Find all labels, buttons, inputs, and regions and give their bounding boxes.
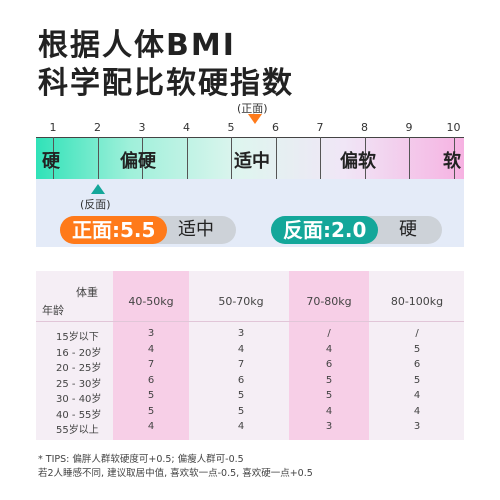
table-cell: 5 [237, 390, 245, 401]
table-cell: 3 [325, 421, 333, 432]
table-corner-age: 年龄 [42, 304, 64, 317]
table-row-age: 55岁以上 [56, 425, 99, 436]
highlight-column-70-80kg [289, 271, 369, 440]
segment-soft: 软 [443, 151, 461, 172]
table-cell: 5 [237, 405, 245, 417]
table-column-header: 70-80kg [306, 295, 352, 308]
scale-number-9: 9 [405, 121, 413, 134]
scale-tick-3 [142, 137, 143, 183]
scale-tick-2 [97, 137, 99, 183]
back-result-value: 硬 [399, 219, 417, 240]
table-cell: 5 [413, 343, 421, 355]
table-cell: 5 [147, 405, 155, 417]
table-corner-weight: 体重 [76, 286, 98, 299]
table-cell: 3 [147, 328, 155, 339]
scale-number-8: 8 [361, 121, 368, 134]
table-row-age: 40 - 55岁 [56, 409, 102, 421]
table-cell: 7 [147, 359, 155, 370]
scale-tick-5 [231, 137, 232, 183]
scale-number-10: 10 [446, 121, 461, 134]
back-marker-label: (反面) [80, 198, 111, 211]
table-row-age: 15岁以下 [56, 332, 99, 343]
scale-tick-6 [275, 137, 277, 183]
table-row-age: 25 - 30岁 [56, 378, 102, 390]
table-cell: 6 [237, 374, 245, 386]
back-result-label: 反面:2.0 [271, 216, 379, 244]
segment-hard: 硬 [42, 151, 60, 172]
table-cell: 6 [413, 359, 421, 370]
segment-semi-hard: 偏硬 [120, 151, 156, 172]
recommendation-table [36, 271, 464, 440]
table-cell: 4 [325, 343, 333, 355]
table-cell: 4 [237, 421, 245, 432]
front-result-value: 适中 [178, 219, 214, 240]
table-column-header: 40-50kg [128, 295, 174, 308]
highlight-column-40-50kg [113, 271, 189, 440]
table-row-age: 16 - 20岁 [56, 347, 102, 359]
table-cell: / [327, 328, 331, 339]
front-marker-label: (正面) [237, 102, 268, 115]
back-result-pill: 反面:2.0 硬 [271, 216, 442, 244]
table-cell: 4 [325, 405, 333, 417]
table-cell: 3 [237, 328, 245, 339]
front-result-pill: 正面:5.5 适中 [60, 216, 236, 244]
table-column-header: 80-100kg [390, 295, 444, 308]
table-cell: 5 [325, 390, 333, 401]
table-cell: 4 [413, 405, 421, 417]
scale-number-3: 3 [138, 121, 146, 134]
scale-line [36, 137, 464, 138]
table-cell: / [415, 328, 419, 339]
table-row-age: 20 - 25岁 [56, 363, 102, 374]
tips-note: * TIPS: 偏胖人群软硬度可+0.5; 偏瘦人群可-0.5 [38, 454, 244, 465]
scale-number-2: 2 [94, 121, 101, 134]
table-cell: 4 [147, 343, 155, 355]
scale-tick-9 [409, 137, 410, 183]
page-title-line2: 科学配比软硬指数 [38, 66, 294, 101]
scale-number-6: 6 [272, 121, 279, 134]
table-cell: 6 [147, 374, 155, 386]
scale-number-4: 4 [183, 121, 190, 134]
table-cell: 4 [237, 343, 245, 355]
scale-tick-4 [186, 137, 188, 183]
firmness-gradient-bar [36, 137, 464, 179]
table-column-header: 50-70kg [218, 295, 264, 308]
segment-medium: 适中 [234, 151, 270, 172]
scale-number-1: 1 [49, 121, 57, 134]
table-header-divider [36, 321, 464, 322]
segment-semi-soft: 偏软 [340, 151, 376, 172]
table-cell: 4 [413, 390, 421, 401]
front-marker-triangle-icon [248, 114, 262, 124]
table-cell: 7 [237, 359, 245, 370]
table-row-age: 30 - 40岁 [56, 394, 102, 405]
table-cell: 5 [413, 374, 421, 386]
scale-tick-7 [320, 137, 321, 183]
table-cell: 4 [147, 421, 155, 432]
scale-number-5: 5 [227, 121, 235, 134]
table-cell: 3 [413, 421, 421, 432]
sleep-note: 若2人睡感不同, 建议取居中值, 喜欢软一点-0.5, 喜欢硬一点+0.5 [38, 468, 313, 479]
scale-tick-8 [364, 137, 366, 183]
scale-number-7: 7 [316, 121, 324, 134]
table-cell: 5 [147, 390, 155, 401]
front-result-label: 正面:5.5 [60, 216, 168, 244]
back-marker-triangle-icon [91, 184, 105, 194]
scale-tick-10 [453, 137, 455, 183]
table-cell: 6 [325, 359, 333, 370]
page-title-line1: 根据人体BMI [38, 28, 236, 63]
table-cell: 5 [325, 374, 333, 386]
scale-tick-1 [53, 137, 54, 183]
